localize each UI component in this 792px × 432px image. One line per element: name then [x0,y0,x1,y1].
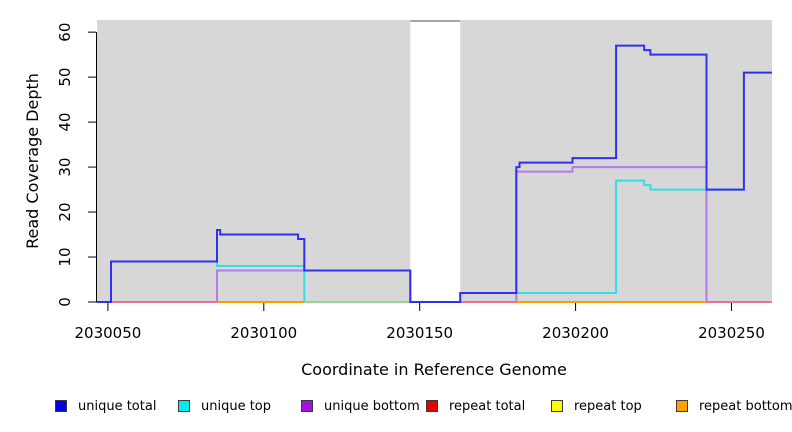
coverage-plot: 2030050 2030100 2030150 2030200 2030250 0 10 20… [23,20,772,379]
legend-label: repeat bottom [699,398,792,414]
legend-item-repeat-top: repeat top [551,397,642,415]
legend-item-unique-bottom: unique bottom [301,397,420,415]
masked-region [410,20,461,302]
x-tick-label: 2030200 [542,324,609,342]
y-tick-label: 60 [56,23,74,42]
legend-item-unique-top: unique top [178,397,271,415]
y-tick-label: 0 [56,297,74,307]
legend-label: unique bottom [324,398,420,414]
y-tick-label: 50 [56,68,74,87]
legend-swatch [676,400,688,412]
legend-swatch [301,400,313,412]
legend-item-unique-total: unique total [55,397,156,415]
y-tick-label: 40 [56,113,74,132]
legend-item-repeat-total: repeat total [426,397,525,415]
legend-label: repeat top [574,398,642,414]
legend-item-repeat-bottom: repeat bottom [676,397,792,415]
series-unique-total-line [97,44,772,303]
y-tick-label: 30 [56,158,74,177]
x-tick-label: 2030250 [698,324,765,342]
x-tick-label: 2030100 [230,324,297,342]
y-axis-title: Read Coverage Depth [23,73,42,249]
legend-label: unique total [78,398,157,414]
legend-swatch [178,400,190,412]
legend-swatch [426,400,438,412]
x-tick-label: 2030050 [75,324,142,342]
legend-label: unique top [201,398,272,414]
legend-swatch [551,400,563,412]
legend-label: repeat total [449,398,526,414]
x-axis-title: Coordinate in Reference Genome [301,360,567,379]
legend: unique total unique top unique bottom repea… [0,397,792,419]
y-tick-label: 10 [56,247,74,266]
legend-swatch [55,400,67,412]
x-tick-label: 2030150 [386,324,453,342]
y-tick-label: 20 [56,203,74,222]
